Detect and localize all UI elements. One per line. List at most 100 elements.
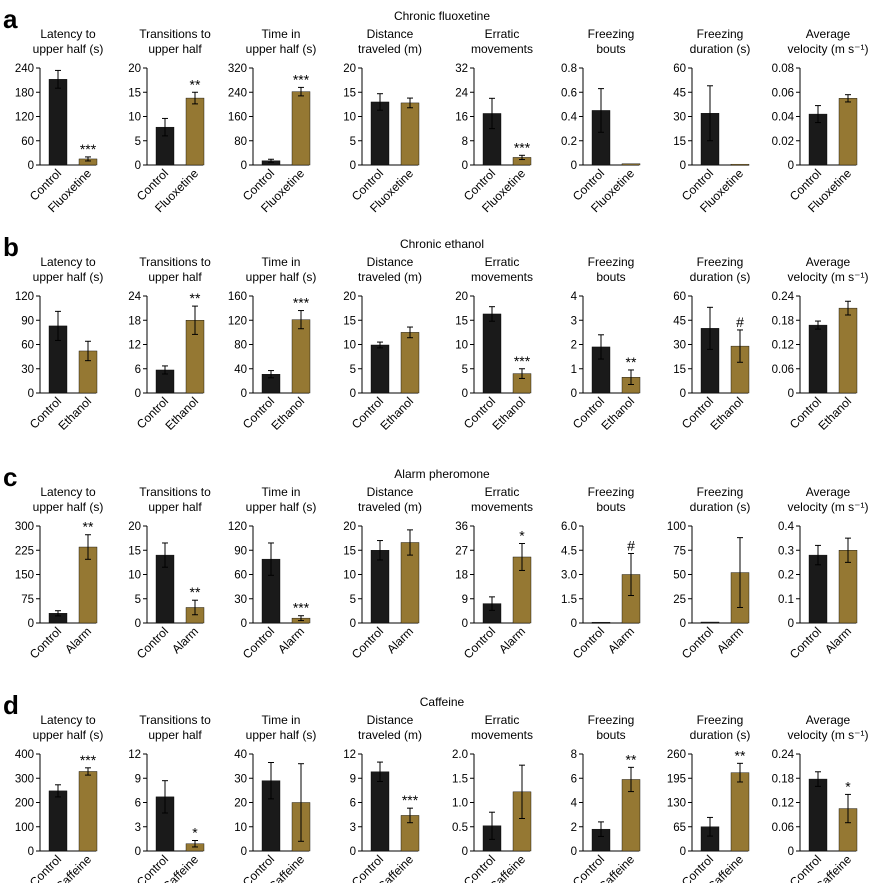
y-tick-label: 10 xyxy=(234,822,247,834)
y-tick-label: 0 xyxy=(350,160,356,172)
chart-title-line: bouts xyxy=(596,42,625,56)
y-tick-label: 15 xyxy=(128,545,141,557)
y-tick-label: 0.4 xyxy=(778,521,795,533)
chart-title-line: velocity (m s⁻¹) xyxy=(788,42,869,56)
significance-label: *** xyxy=(293,600,310,616)
y-tick-label: 90 xyxy=(234,545,247,557)
bar-treatment xyxy=(621,163,641,166)
y-tick-label: 0 xyxy=(350,388,356,400)
y-tick-label: 15 xyxy=(343,87,356,99)
bar-treatment xyxy=(291,319,311,394)
y-tick-label: 5 xyxy=(135,136,141,148)
chart-title-line: movements xyxy=(471,42,533,56)
y-tick-label: 0.4 xyxy=(561,112,578,124)
chart-title-line: Distance xyxy=(367,255,414,269)
y-tick-label: 0 xyxy=(350,618,356,630)
y-tick-label: 20 xyxy=(128,521,141,533)
chart-title-line: Transitions to xyxy=(139,27,211,41)
chart-title-line: duration (s) xyxy=(690,270,751,284)
y-tick-label: 2.0 xyxy=(452,749,468,761)
y-tick-label: 20 xyxy=(128,63,141,75)
y-tick-label: 9 xyxy=(350,773,356,785)
y-tick-label: 0.18 xyxy=(772,773,794,785)
y-tick-label: 0 xyxy=(571,846,577,858)
chart-a-5: Freezingbouts00.20.40.60.8ControlFluoxet… xyxy=(561,27,641,215)
y-tick-label: 30 xyxy=(234,773,247,785)
chart-a-4: Erraticmovements08162432Control***Fluoxe… xyxy=(455,27,533,215)
y-tick-label: 5 xyxy=(462,364,468,376)
panel-label-d: d xyxy=(3,690,19,720)
y-tick-label: 0 xyxy=(680,388,686,400)
x-tick-label: Caffeine xyxy=(375,852,417,883)
y-tick-label: 0 xyxy=(28,388,34,400)
chart-title-line: movements xyxy=(471,270,533,284)
bar-control xyxy=(808,778,828,852)
chart-title-line: upper half (s) xyxy=(33,270,104,284)
bar-treatment xyxy=(400,332,420,394)
y-tick-label: 0 xyxy=(680,846,686,858)
bar-treatment xyxy=(730,772,750,852)
y-tick-label: 0 xyxy=(241,388,247,400)
y-tick-label: 15 xyxy=(128,87,141,99)
y-tick-label: 45 xyxy=(673,315,686,327)
chart-title-line: Time in xyxy=(262,27,301,41)
y-tick-label: 40 xyxy=(234,364,247,376)
y-tick-label: 2 xyxy=(571,822,577,834)
x-tick-label: Ethanol xyxy=(162,394,201,433)
x-tick-label: Caffeine xyxy=(266,852,308,883)
y-tick-label: 12 xyxy=(343,749,356,761)
x-tick-label: Caffeine xyxy=(705,852,747,883)
chart-title-line: movements xyxy=(471,728,533,742)
significance-label: *** xyxy=(80,752,97,768)
chart-title-line: Freezing xyxy=(588,255,635,269)
y-tick-label: 160 xyxy=(228,112,247,124)
chart-title-line: velocity (m s⁻¹) xyxy=(788,500,869,514)
y-tick-label: 0.3 xyxy=(778,545,794,557)
chart-title-line: upper half (s) xyxy=(246,270,317,284)
chart-title-line: traveled (m) xyxy=(358,500,422,514)
x-tick-label: Ethanol xyxy=(815,394,854,433)
y-tick-label: 9 xyxy=(462,594,468,606)
y-tick-label: 300 xyxy=(15,521,34,533)
y-tick-label: 25 xyxy=(673,594,686,606)
y-tick-label: 10 xyxy=(343,340,356,352)
y-tick-label: 60 xyxy=(673,63,686,75)
x-tick-label: Ethanol xyxy=(489,394,528,433)
y-tick-label: 12 xyxy=(128,340,141,352)
y-tick-label: 15 xyxy=(673,364,686,376)
y-tick-label: 0.12 xyxy=(772,798,794,810)
chart-title-line: traveled (m) xyxy=(358,728,422,742)
y-tick-label: 36 xyxy=(455,521,468,533)
chart-title-line: upper half (s) xyxy=(246,500,317,514)
y-tick-label: 150 xyxy=(15,570,34,582)
y-tick-label: 12 xyxy=(128,749,141,761)
x-tick-label: Caffeine xyxy=(596,852,638,883)
y-tick-label: 10 xyxy=(128,570,141,582)
y-tick-label: 60 xyxy=(21,340,34,352)
y-tick-label: 0.04 xyxy=(772,112,795,124)
chart-title-line: Erratic xyxy=(485,485,520,499)
x-tick-label: Alarm xyxy=(496,624,528,656)
bar-treatment xyxy=(400,102,420,166)
chart-title-line: upper half (s) xyxy=(246,42,317,56)
bar-treatment xyxy=(291,91,311,166)
chart-title-line: duration (s) xyxy=(690,728,751,742)
y-tick-label: 6.0 xyxy=(561,521,577,533)
x-tick-label: Alarm xyxy=(714,624,746,656)
y-tick-label: 0 xyxy=(241,846,247,858)
chart-title-line: Freezing xyxy=(697,255,744,269)
chart-title-line: upper half xyxy=(148,270,202,284)
y-tick-label: 0.24 xyxy=(772,749,795,761)
significance-label: ** xyxy=(190,76,201,92)
x-tick-label: Caffeine xyxy=(53,852,95,883)
y-tick-label: 5 xyxy=(135,594,141,606)
